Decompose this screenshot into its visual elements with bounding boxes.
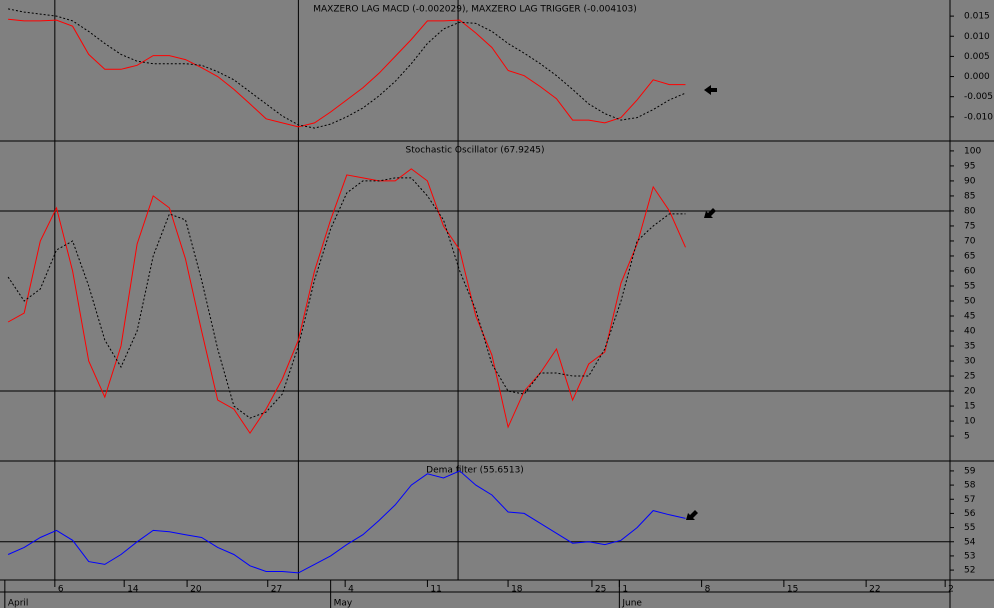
y-tick-label: 56: [964, 509, 976, 519]
y-tick-label: 35: [964, 342, 975, 352]
panel-title: MAXZERO LAG MACD (-0.002029), MAXZERO LA…: [313, 5, 637, 15]
y-tick-label: 90: [964, 176, 976, 186]
x-tick-label: 1: [622, 585, 628, 595]
y-tick-label: 55: [964, 281, 975, 291]
month-label: April: [8, 599, 29, 608]
y-tick-label: 45: [964, 312, 975, 322]
x-tick-label: 6: [58, 585, 64, 595]
y-tick-label: 59: [964, 466, 976, 476]
x-tick-label: 8: [705, 585, 711, 595]
panel-title: Stochastic Oscillator (67.9245): [405, 146, 544, 156]
x-tick-label: 15: [787, 585, 798, 595]
y-tick-label: 0.005: [964, 52, 990, 62]
x-tick-label: 2: [948, 585, 954, 595]
y-tick-label: 55: [964, 523, 975, 533]
y-tick-label: 57: [964, 495, 975, 505]
y-tick-label: -0.010: [964, 112, 993, 122]
y-tick-label: 52: [964, 566, 975, 576]
x-tick-label: 18: [511, 585, 523, 595]
y-tick-label: 70: [964, 236, 976, 246]
x-tick-label: 25: [595, 585, 606, 595]
y-tick-label: 0.015: [964, 12, 990, 22]
x-tick-label: 27: [271, 585, 282, 595]
x-tick-label: 4: [348, 585, 354, 595]
x-tick-label: 11: [430, 585, 441, 595]
month-label: June: [621, 599, 642, 608]
arrow-icon: [686, 510, 698, 520]
y-tick-label: 15: [964, 402, 975, 412]
y-tick-label: 30: [964, 357, 976, 367]
series-line: [7, 177, 686, 419]
y-tick-label: 80: [964, 206, 976, 216]
y-tick-label: 85: [964, 191, 975, 201]
y-tick-label: 100: [964, 146, 981, 156]
y-tick-label: 58: [964, 481, 976, 491]
x-tick-label: 22: [869, 585, 880, 595]
series-line: [8, 8, 686, 129]
y-tick-label: 50: [964, 297, 976, 307]
y-tick-label: 95: [964, 161, 975, 171]
y-tick-label: 5: [964, 432, 970, 442]
month-label: May: [334, 599, 353, 608]
y-tick-label: 53: [964, 551, 975, 561]
series-line: [7, 470, 686, 574]
series-line: [8, 18, 686, 128]
panel-title: Dema filter (55.6513): [426, 466, 524, 476]
y-tick-label: 65: [964, 251, 975, 261]
y-tick-label: 54: [964, 537, 976, 547]
y-tick-label: 40: [964, 327, 976, 337]
x-tick-label: 20: [190, 585, 202, 595]
arrow-icon: [704, 85, 717, 95]
y-tick-label: 0.010: [964, 32, 990, 42]
y-tick-label: 25: [964, 372, 975, 382]
y-tick-label: 0.000: [964, 72, 990, 82]
series-line: [7, 168, 686, 434]
y-tick-label: 60: [964, 266, 976, 276]
y-tick-label: -0.005: [964, 92, 993, 102]
x-tick-label: 14: [127, 585, 139, 595]
y-tick-label: 20: [964, 387, 976, 397]
y-tick-label: 10: [964, 417, 976, 427]
y-tick-label: 75: [964, 221, 975, 231]
